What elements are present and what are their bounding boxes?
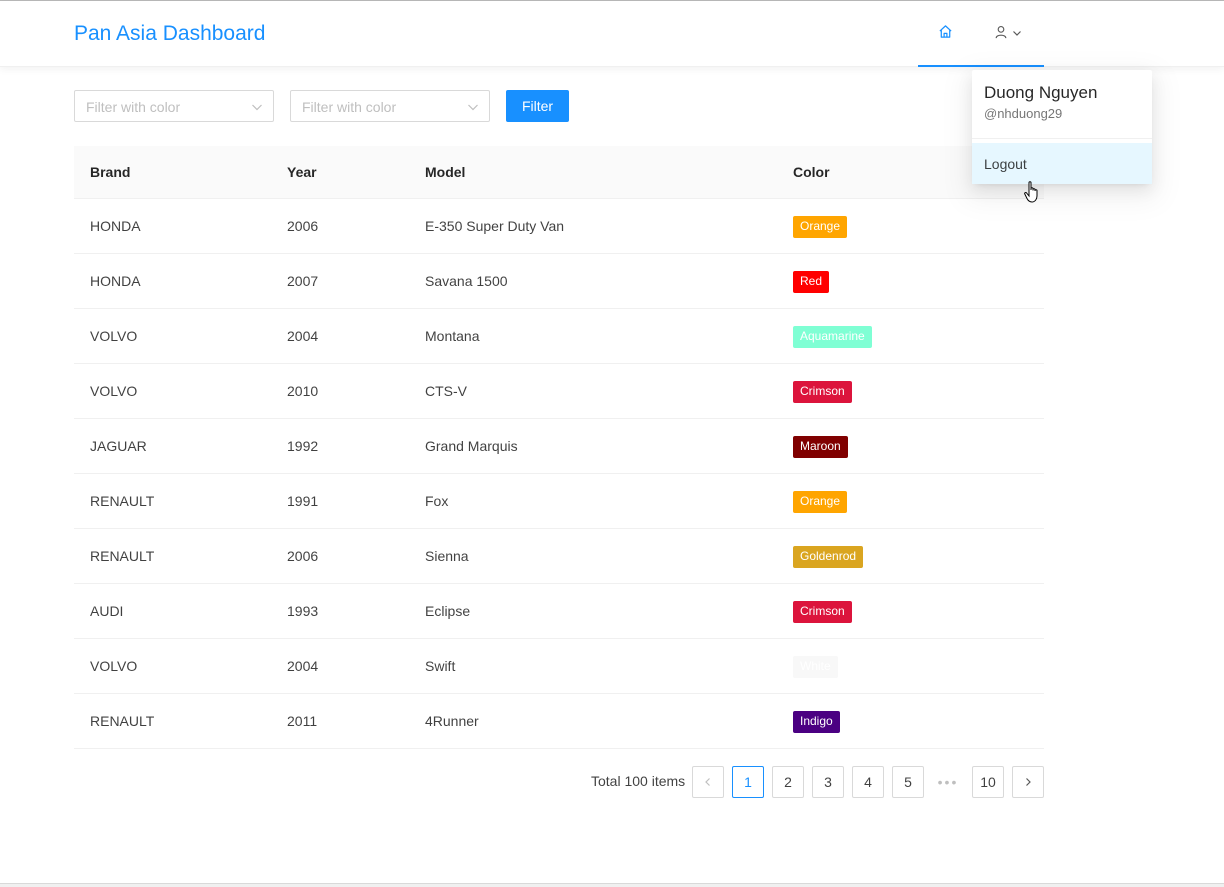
model-cell: Montana: [425, 328, 480, 344]
table-row: HONDA 2007 Savana 1500 Red: [74, 254, 1044, 309]
table-row: RENAULT 2011 4Runner Indigo: [74, 694, 1044, 749]
page-2-button[interactable]: 2: [772, 766, 804, 798]
nav-user-menu[interactable]: [972, 1, 1044, 67]
chevron-down-icon: [1012, 25, 1022, 41]
select-placeholder: Filter with color: [302, 99, 397, 115]
column-header-brand[interactable]: Brand: [90, 164, 131, 180]
page-1-button[interactable]: 1: [732, 766, 764, 798]
table-body: HONDA 2006 E-350 Super Duty Van Orange HONDA…: [74, 199, 1044, 749]
model-cell: Grand Marquis: [425, 438, 518, 454]
top-header: Pan Asia Dashboard: [0, 1, 1224, 67]
color-tag: Indigo: [793, 711, 840, 733]
table-header: Brand Year Model Color: [74, 146, 1044, 199]
filter-button[interactable]: Filter: [506, 90, 569, 122]
column-header-color[interactable]: Color: [793, 164, 830, 180]
color-filter-select-2[interactable]: Filter with color: [290, 90, 490, 122]
year-cell: 2004: [287, 328, 319, 344]
color-tag: Aquamarine: [793, 326, 872, 348]
user-handle: @nhduong29: [984, 106, 1063, 121]
color-tag: White: [793, 656, 838, 678]
cars-table: Brand Year Model Color HONDA 2006 E-350 Su…: [74, 146, 1044, 749]
user-dropdown-menu: Duong Nguyen @nhduong29 Logout: [972, 70, 1152, 184]
brand-cell: JAGUAR: [90, 438, 147, 454]
user-name: Duong Nguyen: [984, 83, 1098, 102]
color-tag: Orange: [793, 216, 848, 238]
year-cell: 2006: [287, 218, 319, 234]
column-header-model[interactable]: Model: [425, 164, 466, 180]
model-cell: Fox: [425, 493, 449, 509]
year-cell: 2011: [287, 713, 318, 729]
table-row: RENAULT 1991 Fox Orange: [74, 474, 1044, 529]
menu-divider: [972, 138, 1152, 139]
color-filter-select-1[interactable]: Filter with color: [74, 90, 274, 122]
page-4-button[interactable]: 4: [852, 766, 884, 798]
chevron-left-icon: [703, 774, 713, 790]
year-cell: 1993: [287, 603, 319, 619]
brand-cell: HONDA: [90, 273, 141, 289]
window-top-border: [0, 0, 1224, 1]
chevron-right-icon: [1023, 774, 1033, 790]
color-tag: Maroon: [793, 436, 848, 458]
logout-menu-item[interactable]: Logout: [972, 143, 1152, 184]
table-row: VOLVO 2004 Swift White: [74, 639, 1044, 694]
brand-cell: VOLVO: [90, 328, 138, 344]
brand-cell: RENAULT: [90, 713, 155, 729]
brand-cell: RENAULT: [90, 548, 155, 564]
table-row: VOLVO 2010 CTS-V Crimson: [74, 364, 1044, 419]
home-icon: [938, 24, 953, 42]
year-cell: 2007: [287, 273, 319, 289]
page-10-button[interactable]: 10: [972, 766, 1004, 798]
logout-label: Logout: [984, 156, 1027, 172]
total-items-text: Total 100 items: [591, 773, 686, 789]
chevron-down-icon: [251, 100, 263, 116]
year-cell: 2010: [287, 383, 319, 399]
model-cell: Sienna: [425, 548, 469, 564]
user-icon: [994, 25, 1008, 42]
next-page-button[interactable]: [1012, 766, 1044, 798]
hand-pointer-cursor-icon: [1023, 180, 1043, 207]
model-cell: Eclipse: [425, 603, 471, 619]
table-row: JAGUAR 1992 Grand Marquis Maroon: [74, 419, 1044, 474]
table-row: RENAULT 2006 Sienna Goldenrod: [74, 529, 1044, 584]
model-cell: CTS-V: [425, 383, 467, 399]
model-cell: 4Runner: [425, 713, 479, 729]
brand-cell: RENAULT: [90, 493, 155, 509]
model-cell: Swift: [425, 658, 456, 674]
table-row: AUDI 1993 Eclipse Crimson: [74, 584, 1044, 639]
year-cell: 1991: [287, 493, 319, 509]
column-header-year[interactable]: Year: [287, 164, 317, 180]
model-cell: E-350 Super Duty Van: [425, 218, 565, 234]
color-tag: Red: [793, 271, 830, 293]
brand-cell: VOLVO: [90, 383, 138, 399]
window-bottom-border: [0, 883, 1224, 887]
color-tag: Goldenrod: [793, 546, 864, 568]
page-3-button[interactable]: 3: [812, 766, 844, 798]
brand-cell: VOLVO: [90, 658, 138, 674]
prev-page-button[interactable]: [692, 766, 724, 798]
color-tag: Crimson: [793, 381, 852, 403]
page-5-button[interactable]: 5: [892, 766, 924, 798]
color-tag: Crimson: [793, 601, 852, 623]
app-title[interactable]: Pan Asia Dashboard: [74, 22, 266, 45]
brand-cell: AUDI: [90, 603, 124, 619]
year-cell: 2004: [287, 658, 319, 674]
model-cell: Savana 1500: [425, 273, 508, 289]
select-placeholder: Filter with color: [86, 99, 181, 115]
jump-next-ellipsis[interactable]: •••: [932, 766, 964, 798]
color-tag: Orange: [793, 491, 848, 513]
nav-home-tab[interactable]: [918, 1, 972, 67]
year-cell: 2006: [287, 548, 319, 564]
chevron-down-icon: [467, 100, 479, 116]
brand-cell: HONDA: [90, 218, 141, 234]
table-row: VOLVO 2004 Montana Aquamarine: [74, 309, 1044, 364]
table-row: HONDA 2006 E-350 Super Duty Van Orange: [74, 199, 1044, 254]
year-cell: 1992: [287, 438, 319, 454]
